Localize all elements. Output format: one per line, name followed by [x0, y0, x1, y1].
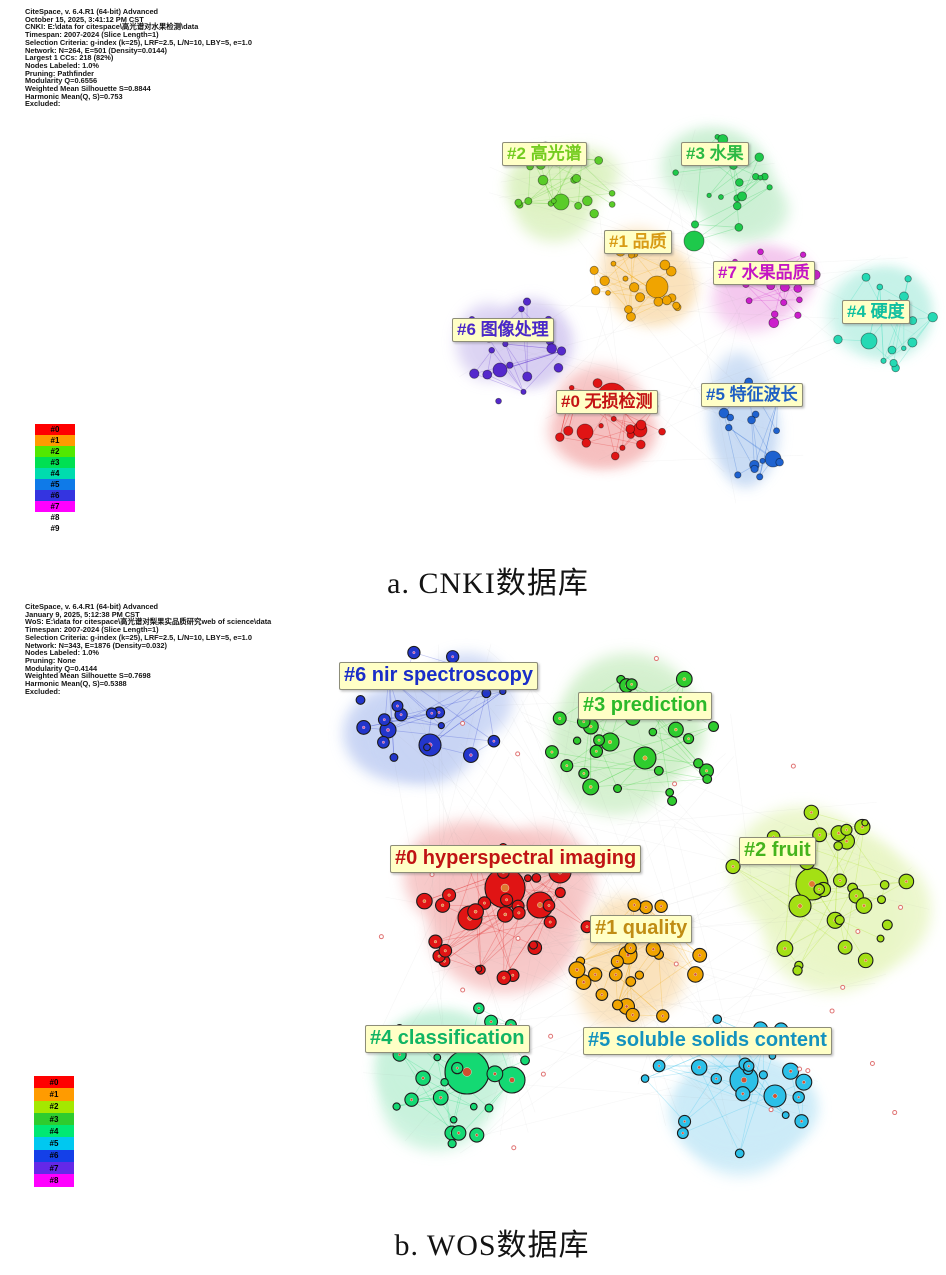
cluster-label-b-6: #6 nir spectroscopy [339, 662, 538, 690]
cluster-label-b-5: #5 soluble solids content [583, 1027, 832, 1055]
legend-entry-b-2: #2 [34, 1100, 74, 1113]
cluster-label-a-6: #6 图像处理 [452, 318, 554, 343]
legend-entry-b-6: #6 [34, 1149, 74, 1163]
legend-entry-b-4: #4 [34, 1125, 74, 1138]
legend-entry-a-2: #2 [35, 446, 75, 457]
legend-entry-b-3: #3 [34, 1112, 74, 1126]
cluster-label-a-7: #7 水果品质 [713, 261, 815, 286]
cluster-label-a-4: #4 硬度 [842, 300, 910, 325]
legend-entry-b-7: #7 [34, 1162, 74, 1175]
cluster-label-a-3: #3 水果 [681, 142, 749, 167]
cluster-label-b-2: #2 fruit [739, 837, 816, 865]
legend-entry-b-1: #1 [34, 1088, 74, 1101]
cluster-label-b-4: #4 classification [365, 1025, 530, 1053]
citespace-metadata-panel-a: CiteSpace, v. 6.4.R1 (64-bit) Advanced O… [25, 7, 252, 109]
legend-entry-a-9: #9 [50, 524, 60, 533]
caption-panel-a: a. CNKI数据库 [387, 567, 589, 600]
citespace-metadata-panel-b: CiteSpace, v. 6.4.R1 (64-bit) Advanced J… [25, 602, 272, 696]
cluster-legend-panel-a: #0 #1 #2 #3 #4 #5 #6 #7 #8 #9 [35, 424, 75, 534]
legend-entry-b-5: #5 [34, 1137, 74, 1150]
cluster-label-a-5: #5 特征波长 [701, 383, 803, 408]
cluster-legend-panel-b: #0 #1 #2 #3 #4 #5 #6 #7 #8 [34, 1076, 74, 1187]
legend-entry-a-1: #1 [35, 435, 75, 446]
cluster-label-b-0: #0 hyperspectral imaging [390, 845, 642, 873]
legend-entry-a-6: #6 [35, 490, 75, 501]
cluster-label-a-2: #2 高光谱 [502, 142, 587, 167]
cluster-label-a-0: #0 无损检测 [556, 390, 658, 415]
cluster-label-a-1: #1 品质 [604, 230, 672, 255]
cluster-label-b-3: #3 prediction [578, 692, 713, 720]
caption-panel-b: b. WOS数据库 [394, 1229, 590, 1262]
legend-entry-a-0: #0 [35, 424, 75, 435]
legend-entry-a-3: #3 [35, 457, 75, 468]
legend-entry-b-8: #8 [34, 1174, 74, 1187]
legend-entry-a-8: #8 [50, 513, 60, 522]
cluster-label-b-1: #1 quality [590, 915, 693, 943]
legend-entry-b-0: #0 [34, 1076, 74, 1089]
legend-entry-a-4: #4 [35, 468, 75, 479]
legend-entry-a-7: #7 [35, 501, 75, 512]
legend-entry-a-5: #5 [35, 479, 75, 490]
